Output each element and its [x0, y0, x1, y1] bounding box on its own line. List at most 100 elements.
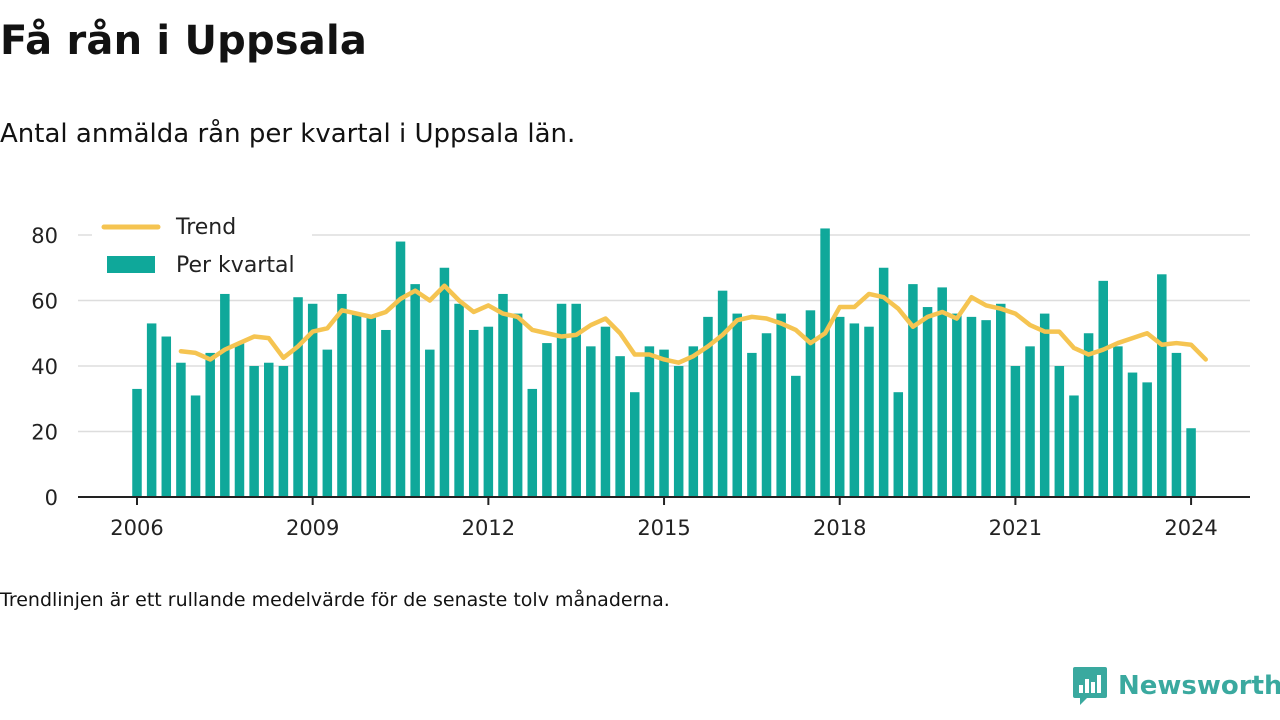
- bar: [205, 352, 215, 497]
- bar: [249, 366, 259, 497]
- brand-logo: Newsworthy: [1072, 664, 1280, 708]
- bar: [820, 228, 830, 497]
- bar: [981, 320, 991, 497]
- bar: [922, 307, 933, 497]
- bar: [893, 392, 904, 497]
- bar: [410, 284, 420, 497]
- bar: [146, 323, 157, 497]
- bar: [366, 316, 376, 497]
- x-tick-label: 2021: [989, 516, 1042, 540]
- bar: [1069, 395, 1079, 497]
- bar: [1054, 366, 1065, 497]
- legend-bars-swatch: [107, 256, 155, 273]
- bar: [176, 362, 186, 497]
- bar: [849, 323, 860, 497]
- bar: [1171, 352, 1182, 497]
- bar: [952, 313, 962, 497]
- y-tick-label: 20: [31, 421, 58, 445]
- bar: [732, 313, 742, 497]
- bar: [996, 303, 1006, 497]
- bar: [527, 388, 538, 497]
- bar: [1186, 428, 1196, 497]
- bar: [615, 356, 625, 497]
- bar: [1039, 313, 1050, 497]
- bar: [190, 395, 201, 497]
- bar: [878, 267, 889, 497]
- bar: [1157, 274, 1167, 497]
- bar: [454, 303, 464, 497]
- bar: [644, 346, 655, 497]
- legend-trend-label: Trend: [175, 215, 236, 240]
- bar: [908, 284, 918, 497]
- bar: [659, 349, 669, 497]
- bar: [747, 352, 757, 497]
- bar: [1098, 280, 1108, 497]
- bar: [293, 297, 303, 497]
- bar: [322, 349, 333, 497]
- bar: [761, 333, 772, 497]
- bar: [483, 326, 494, 497]
- bar: [161, 336, 172, 497]
- x-tick-label: 2018: [813, 516, 866, 540]
- bar: [805, 310, 816, 497]
- bar: [600, 326, 611, 497]
- legend: Trend Per kvartal: [92, 207, 312, 285]
- bar: [1010, 366, 1021, 497]
- bar: [673, 366, 684, 497]
- chart: 0 20 40 60 80 2006 2009 2012 2015 2018 2021 2024 T…: [31, 207, 1250, 540]
- bar: [703, 316, 713, 497]
- bar: [1142, 382, 1152, 497]
- bar: [937, 287, 947, 497]
- bar: [571, 303, 581, 497]
- footnote: Trendlinjen är ett rullande medelvärde f…: [0, 589, 670, 611]
- y-tick-label: 80: [31, 224, 58, 248]
- bar: [864, 326, 874, 497]
- y-tick-label: 0: [45, 486, 58, 510]
- bar: [512, 313, 523, 497]
- bar: [220, 293, 230, 497]
- y-tick-label: 60: [31, 290, 58, 314]
- bar: [425, 349, 435, 497]
- legend-bars-label: Per kvartal: [176, 253, 295, 278]
- chart-subtitle: Antal anmälda rån per kvartal i Uppsala …: [0, 119, 576, 149]
- bar: [1025, 346, 1035, 497]
- trend-line: [178, 283, 1208, 365]
- bar: [791, 375, 801, 497]
- x-tick-label: 2015: [637, 516, 690, 540]
- bar: [586, 346, 596, 497]
- bar: [307, 303, 318, 497]
- x-tick-label: 2012: [462, 516, 515, 540]
- x-tick-label: 2009: [286, 516, 339, 540]
- x-tick-label: 2024: [1164, 516, 1217, 540]
- bar: [1083, 333, 1094, 497]
- bar: [834, 316, 845, 497]
- bar-series: [132, 228, 1196, 497]
- bar: [966, 316, 977, 497]
- bar: [1113, 346, 1123, 497]
- y-tick-label: 40: [31, 355, 58, 379]
- bar: [337, 293, 347, 497]
- bar: [264, 362, 274, 497]
- bar: [1127, 372, 1138, 497]
- bar: [542, 343, 552, 497]
- bar: [556, 303, 567, 497]
- bar-chart-speech-bubble-icon: [1073, 667, 1107, 705]
- bar: [776, 313, 786, 497]
- bar: [468, 329, 479, 497]
- bar: [688, 346, 699, 497]
- bar: [351, 313, 362, 497]
- bar: [278, 366, 289, 497]
- axes: 2006 2009 2012 2015 2018 2021 2024: [78, 496, 1250, 540]
- bar: [630, 392, 640, 497]
- bar: [381, 329, 391, 497]
- bar: [132, 388, 142, 497]
- bar: [395, 241, 406, 497]
- trend-series: [178, 283, 1208, 365]
- brand-name: Newsworthy: [1118, 671, 1280, 701]
- chart-title: Få rån i Uppsala: [0, 18, 368, 64]
- bar: [498, 293, 508, 497]
- x-tick-label: 2006: [110, 516, 163, 540]
- bar: [717, 290, 728, 497]
- bar: [234, 343, 245, 497]
- bar: [439, 267, 450, 497]
